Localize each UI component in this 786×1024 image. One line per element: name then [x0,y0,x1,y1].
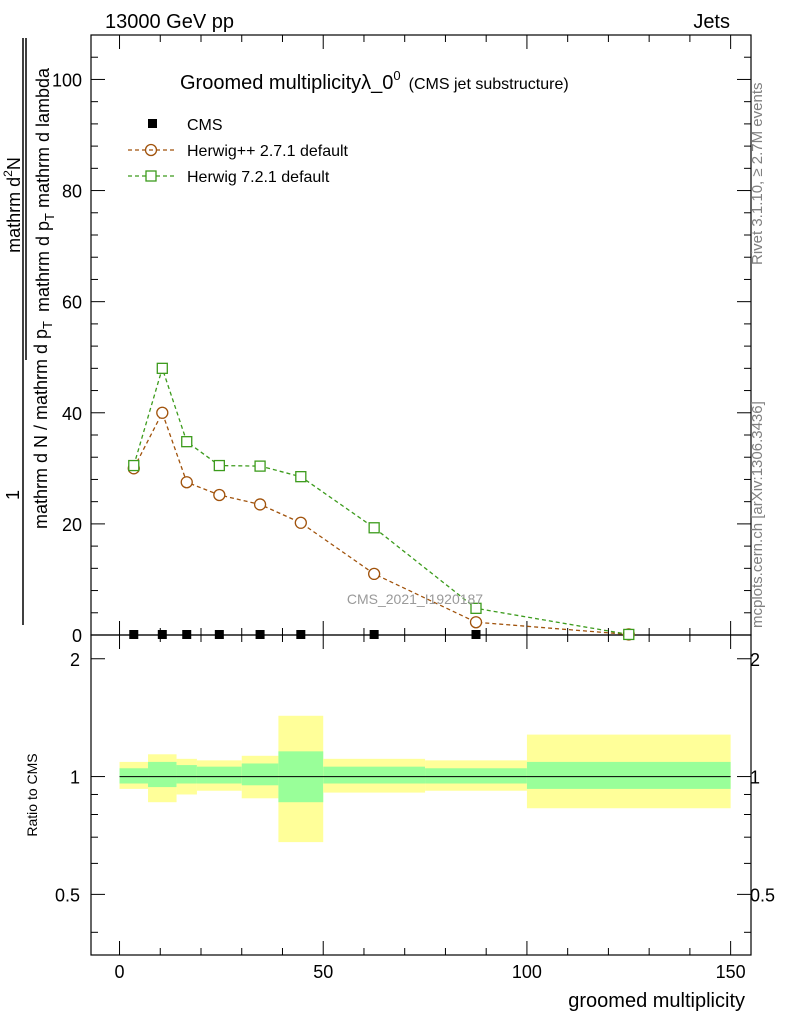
x-tick-label-100: 100 [512,962,542,982]
ratio-tick-label-right-2: 2 [750,650,760,670]
herwig7-point [368,522,380,534]
cms-data-point [182,630,192,639]
cms-data-point [255,630,265,639]
x-axis-label: groomed multiplicity [568,990,745,1012]
side-text-rivet: Rivet 3.1.10, ≥ 2.7M events [749,83,766,266]
herwigpp-point [294,516,307,529]
ratio-bands [119,715,731,843]
y-label-pre-num: 1 [3,490,23,500]
ratio-band-inner-3 [196,766,242,784]
cms-data-point [296,630,306,639]
ratio-tick-label-left-0.5: 0.5 [55,885,80,905]
y-label-num: mathrm d2N [1,157,24,253]
y-label-den: mathrm d pT mathrm d lambda [33,67,57,312]
y-tick-label-0: 0 [72,626,82,646]
ratio-tick-label-right-1: 1 [750,768,760,788]
ratio-band-inner-8 [526,761,731,789]
ratio-band-inner-0 [119,768,149,784]
ratio-tick-label-left-2: 2 [70,650,80,670]
legend: CMS Herwig++ 2.7.1 default Herwig 7.2.1 … [128,117,349,186]
x-tick-label-0: 0 [115,962,125,982]
plot-title: Groomed multiplicityλ_00 (CMS jet substru… [180,68,569,94]
legend-marker-herwigpp [144,143,158,157]
herwigpp-point [156,406,169,419]
y-label-den-text: mathrm d p [33,221,53,312]
header-energy: 13000 GeV pp [105,11,234,33]
herwig7-point [254,460,266,472]
y-axis-label-ratio: Ratio to CMS [24,753,40,836]
herwigpp-point [253,498,267,511]
legend-label-herwigpp: Herwig++ 2.7.1 default [187,143,349,160]
herwig7-point [128,459,140,472]
ratio-band-inner-2 [176,765,197,784]
y-tick-label-20: 20 [62,515,82,535]
herwig7-point [181,436,193,448]
y-label-pre-den: mathrm d N / mathrm d pT [31,321,55,529]
herwig7-point [295,471,307,483]
cms-data-point [214,630,224,639]
x-tick-label-150: 150 [716,962,746,982]
y-label-pre-den-text: mathrm d N / mathrm d p [31,329,51,529]
y-label-den-text2: mathrm d lambda [33,67,53,213]
y-tick-label-60: 60 [62,293,82,313]
legend-marker-herwig7 [145,170,157,182]
ratio-band-inner-6 [323,766,426,784]
plot-title-sup: 0 [393,68,400,83]
legend-marker-cms [148,119,157,128]
herwigpp-point [469,616,483,629]
y-tick-label-80: 80 [62,182,82,202]
ratio-band-inner-1 [148,761,177,788]
ratio-band-inner-4 [241,763,279,786]
y-axis-label-main: 1 mathrm d N / mathrm d pT mathrm d2N ma… [1,38,57,625]
analysis-watermark: CMS_2021_I1920187 [347,591,483,607]
y-label-num-sup: 2 [1,170,15,177]
series-layer [127,362,635,641]
ratio-tick-label-left-1: 1 [70,768,80,788]
herwig7-point [623,628,635,641]
header-category: Jets [693,11,730,33]
cms-data-point [471,630,481,639]
y-tick-label-40: 40 [62,404,82,424]
y-label-num-text: mathrm d [4,177,24,253]
legend-label-cms: CMS [187,117,223,134]
ratio-tick-label-right-0.5: 0.5 [750,885,775,905]
ratio-plot-frame [90,634,752,956]
plot-title-main: Groomed multiplicityλ_0 [180,72,393,94]
cms-data-point [157,630,167,639]
cms-data-point [369,630,379,639]
axis-ticks: 0 50 100 150 0 20 40 60 80 100 0.5 0.5 1 1 2 2 [52,35,775,982]
herwig7-point [156,362,168,374]
y-label-num-n: N [4,157,24,170]
plot-subtitle: (CMS jet substructure) [409,76,569,93]
y-label-pre-den-sub: T [40,321,55,329]
herwigpp-point [367,567,381,581]
herwigpp-point [180,476,193,489]
side-text-mcplots: mcplots.cern.ch [arXiv:1306.3436] [749,401,766,628]
cms-data-point [129,630,139,639]
ratio-band-inner-7 [425,768,527,784]
y-label-den-sub: T [42,213,57,221]
herwig7-point [470,602,482,614]
herwig7-point [213,459,225,472]
legend-label-herwig7: Herwig 7.2.1 default [187,169,330,186]
y-tick-label-100: 100 [52,70,82,90]
x-tick-label-50: 50 [313,962,333,982]
herwigpp-point [213,488,226,502]
